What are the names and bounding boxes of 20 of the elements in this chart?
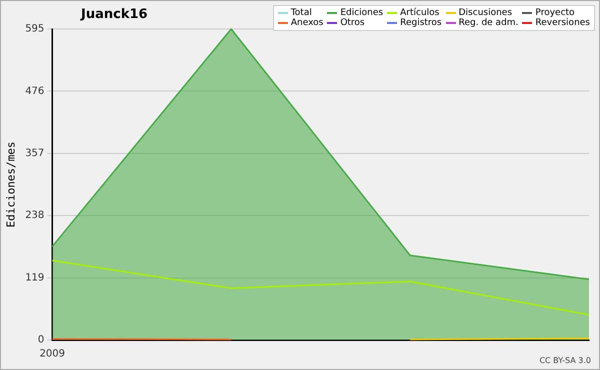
legend-label: Artículos bbox=[400, 8, 440, 18]
legend-label: Reg. de adm. bbox=[458, 18, 518, 28]
chart-title: Juanck16 bbox=[81, 7, 148, 22]
y-tick-label: 0 bbox=[38, 334, 44, 346]
legend-label: Discusiones bbox=[458, 8, 512, 18]
y-axis-title: Ediciones/mes bbox=[4, 141, 18, 228]
y-tick-label: 595 bbox=[25, 24, 44, 35]
y-tick-label: 238 bbox=[25, 210, 44, 222]
y-tick-label: 476 bbox=[25, 86, 44, 97]
y-tick-label: 119 bbox=[25, 272, 44, 284]
y-tick-label: 357 bbox=[25, 148, 44, 159]
legend-label: Total bbox=[290, 8, 312, 18]
text: CC BY-SA 3.0 bbox=[539, 356, 591, 365]
legend-label: Anexos bbox=[290, 18, 324, 28]
legend-label: Ediciones bbox=[340, 8, 384, 18]
legend-label: Otros bbox=[340, 18, 365, 28]
x-tick-label: 2009 bbox=[40, 348, 66, 360]
legend-label: Registros bbox=[400, 18, 442, 28]
legend-label: Reversiones bbox=[535, 18, 590, 28]
legend-label: Proyecto bbox=[535, 8, 575, 18]
